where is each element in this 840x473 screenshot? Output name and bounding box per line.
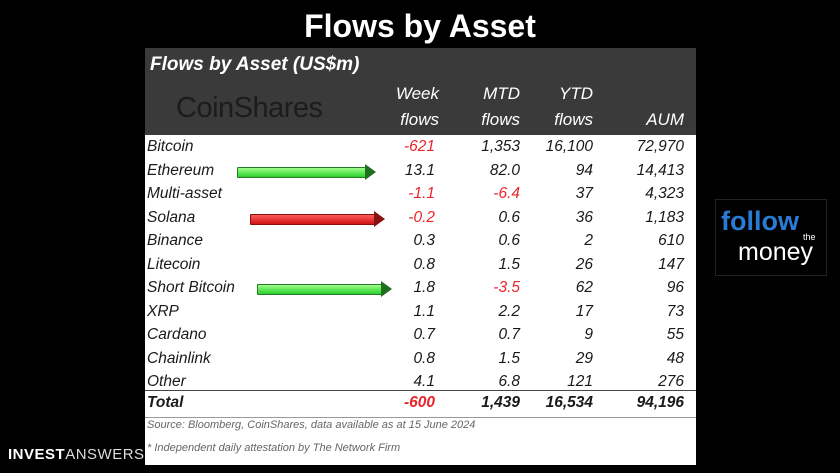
cell-aum: 4,323 (645, 185, 684, 202)
cell-week: 0.7 (413, 326, 435, 343)
table-title: Flows by Asset (US$m) (150, 54, 360, 75)
table-row: Multi-asset -1.1 -6.4 37 4,323 (145, 183, 696, 206)
table-row: Binance 0.3 0.6 2 610 (145, 230, 696, 253)
coinshares-logo: CoinShares (176, 92, 323, 124)
header-mtd-line1: MTD (483, 84, 520, 103)
cell-aum: 48 (666, 349, 684, 367)
total-label: Total (147, 394, 184, 411)
table-header: Flows by Asset (US$m) CoinShares Week fl… (145, 48, 696, 135)
cell-week: 0.8 (413, 349, 435, 367)
cell-mtd: 0.6 (498, 208, 520, 226)
slide-title: Flows by Asset (304, 8, 536, 44)
table-row: Cardano 0.7 0.7 9 55 (145, 324, 696, 347)
cell-ytd: 62 (575, 279, 593, 296)
cell-ytd: 29 (575, 349, 593, 367)
cell-ytd: 17 (575, 302, 593, 320)
cell-ytd: 2 (584, 232, 593, 249)
cell-ytd: 16,100 (545, 138, 593, 155)
cell-aum: 73 (666, 302, 684, 320)
cell-aum: 14,413 (636, 161, 684, 179)
total-mtd: 1,439 (481, 394, 520, 411)
brand-bold: INVEST (8, 446, 66, 463)
cell-week: -1.1 (408, 185, 435, 202)
table-row: Ethereum 13.1 82.0 94 14,413 (145, 160, 696, 183)
total-ytd: 16,534 (545, 394, 593, 411)
cell-mtd: 1.5 (498, 255, 520, 273)
red-arrow-icon (250, 210, 385, 227)
table-row: Short Bitcoin 1.8 -3.5 62 96 (145, 277, 696, 300)
flows-table-panel: Flows by Asset (US$m) CoinShares Week fl… (145, 48, 696, 465)
follow-text: follow (721, 206, 799, 236)
green-arrow-icon (257, 281, 392, 297)
table-row: Litecoin 0.8 1.5 26 147 (145, 254, 696, 277)
cell-mtd: -6.4 (493, 185, 520, 202)
cell-mtd: 1.5 (498, 349, 520, 367)
cell-ytd: 94 (575, 161, 593, 179)
cell-week: 0.3 (413, 232, 435, 249)
source-note: Source: Bloomberg, CoinShares, data avai… (147, 419, 476, 431)
cell-ytd: 9 (584, 326, 593, 343)
header-ytd-line2: flows (554, 110, 593, 129)
green-arrow-icon (237, 163, 376, 180)
cell-name: Cardano (147, 326, 207, 343)
table-row: XRP 1.1 2.2 17 73 (145, 301, 696, 324)
table-row: Chainlink 0.8 1.5 29 48 (145, 348, 696, 371)
attestation-note: * Independent daily attestation by The N… (147, 442, 401, 454)
header-week-line1: Week (395, 84, 439, 103)
total-week: -600 (403, 394, 435, 411)
cell-name: Bitcoin (147, 138, 194, 155)
cell-mtd: 6.8 (498, 373, 520, 390)
source-divider (145, 417, 696, 418)
header-ytd-line1: YTD (559, 84, 593, 103)
cell-name: Litecoin (147, 255, 201, 273)
cell-mtd: 0.6 (498, 232, 520, 249)
cell-aum: 72,970 (636, 138, 684, 155)
cell-mtd: 2.2 (498, 302, 520, 320)
table-row: Bitcoin -621 1,353 16,100 72,970 (145, 136, 696, 159)
cell-name: XRP (147, 302, 179, 320)
cell-ytd: 36 (575, 208, 593, 226)
cell-name: Ethereum (147, 161, 215, 179)
header-mtd-line2: flows (481, 110, 520, 129)
cell-name: Chainlink (147, 349, 211, 367)
cell-aum: 1,183 (645, 208, 684, 226)
total-divider (145, 390, 696, 391)
cell-aum: 276 (658, 373, 684, 390)
cell-week: 4.1 (413, 373, 435, 390)
money-text: money (738, 238, 814, 266)
cell-aum: 55 (666, 326, 684, 343)
investanswers-brand: INVESTANSWERS (8, 446, 145, 463)
follow-the-money-logo: follow the money (715, 199, 827, 276)
cell-week: 13.1 (404, 161, 435, 179)
the-text: the (803, 232, 816, 242)
cell-ytd: 121 (567, 373, 593, 390)
cell-week: -621 (403, 138, 435, 155)
cell-mtd: 1,353 (481, 138, 520, 155)
cell-name: Short Bitcoin (147, 279, 235, 296)
cell-name: Solana (147, 208, 196, 226)
cell-mtd: -3.5 (493, 279, 520, 296)
header-week-line2: flows (400, 110, 439, 129)
cell-name: Binance (147, 232, 204, 249)
cell-week: 1.1 (413, 302, 435, 320)
total-aum: 94,196 (636, 394, 684, 411)
cell-ytd: 37 (575, 185, 593, 202)
cell-week: 1.8 (413, 279, 435, 296)
cell-aum: 96 (666, 279, 684, 296)
cell-week: -0.2 (408, 208, 435, 226)
cell-mtd: 0.7 (498, 326, 520, 343)
cell-mtd: 82.0 (489, 161, 520, 179)
cell-ytd: 26 (575, 255, 593, 273)
cell-aum: 147 (658, 255, 684, 273)
cell-name: Multi-asset (147, 185, 222, 202)
brand-light: ANSWERS (65, 446, 145, 463)
header-aum: AUM (646, 110, 684, 129)
cell-aum: 610 (658, 232, 684, 249)
cell-name: Other (147, 373, 186, 390)
table-row: Solana -0.2 0.6 36 1,183 (145, 207, 696, 230)
table-row: Other 4.1 6.8 121 276 (145, 371, 696, 394)
table-row-total: Total -600 1,439 16,534 94,196 (145, 392, 696, 415)
cell-week: 0.8 (413, 255, 435, 273)
